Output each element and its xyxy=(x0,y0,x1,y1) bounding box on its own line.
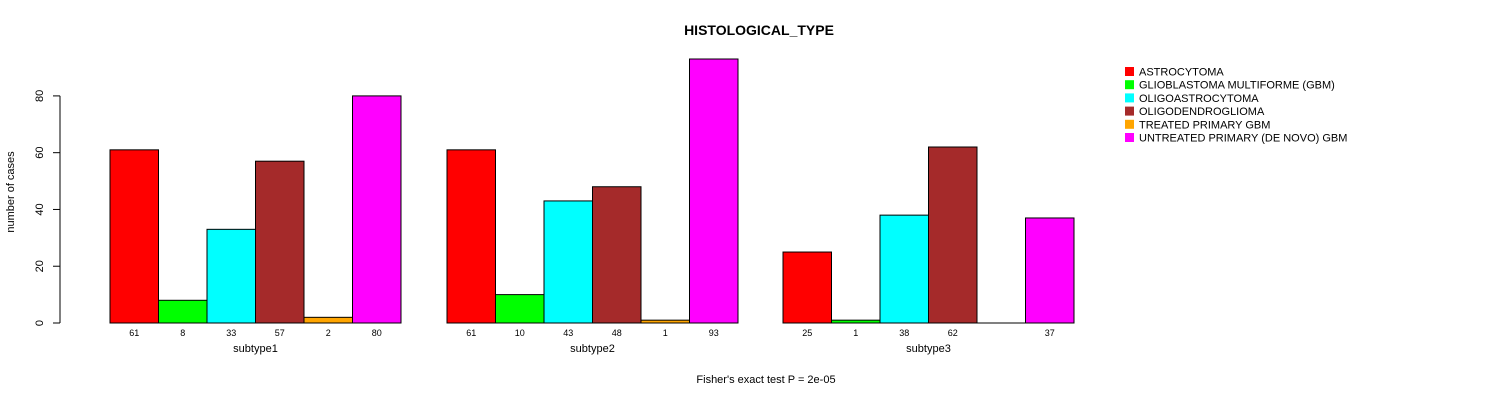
bar xyxy=(446,149,496,324)
bar xyxy=(206,228,256,324)
y-tick-label: 0 xyxy=(34,320,46,326)
legend-swatch xyxy=(1125,80,1134,90)
legend-swatch xyxy=(1125,67,1134,76)
legend-swatch xyxy=(1125,133,1134,142)
bar xyxy=(1025,217,1075,324)
bar xyxy=(352,95,402,324)
bars xyxy=(109,58,1075,324)
legend-swatch xyxy=(1125,93,1134,103)
bar xyxy=(543,200,593,324)
bar xyxy=(158,299,208,324)
bar xyxy=(782,251,832,324)
bar xyxy=(831,319,881,324)
legend-label: ASTROCYTOMA xyxy=(1139,67,1224,79)
y-tick-label: 40 xyxy=(34,203,46,215)
bar-value-label: 48 xyxy=(612,328,622,338)
legend-label: OLIGOASTROCYTOMA xyxy=(1139,93,1259,105)
bar-value-label: 57 xyxy=(275,328,285,338)
bar xyxy=(928,146,978,324)
bar xyxy=(109,149,159,324)
bar-value-label: 93 xyxy=(709,328,719,338)
bar-value-label: 1 xyxy=(853,328,858,338)
legend-swatch xyxy=(1125,106,1134,116)
bar-labels: 61 8 33 57 2 80 61 10 43 48 1 93 25 1 38 62 37 xyxy=(129,328,1055,338)
group-label: subtype2 xyxy=(570,343,615,355)
bar xyxy=(640,319,690,324)
bar xyxy=(879,214,929,324)
y-tick-label: 80 xyxy=(34,90,46,102)
footnote: Fisher's exact test P = 2e-05 xyxy=(696,374,835,386)
bar-value-label: 2 xyxy=(326,328,331,338)
legend-swatch xyxy=(1125,119,1134,129)
group-label: subtype1 xyxy=(233,343,278,355)
bar-value-label: 37 xyxy=(1045,328,1055,338)
y-axis-label: number of cases xyxy=(5,151,17,233)
bar xyxy=(303,316,353,324)
bar-value-label: 80 xyxy=(372,328,382,338)
bar-value-label: 25 xyxy=(802,328,812,338)
bar xyxy=(689,58,739,324)
bar-value-label: 8 xyxy=(180,328,185,338)
y-tick-label: 20 xyxy=(34,260,46,272)
bar xyxy=(495,294,545,324)
bar-value-label: 10 xyxy=(515,328,525,338)
bar-value-label: 61 xyxy=(129,328,139,338)
bar xyxy=(592,186,642,324)
bar-value-label: 43 xyxy=(563,328,573,338)
bar-value-label: 61 xyxy=(466,328,476,338)
legend-label: UNTREATED PRIMARY (DE NOVO) GBM xyxy=(1139,133,1347,145)
bar-value-label: 62 xyxy=(948,328,958,338)
legend-label: OLIGODENDROGLIOMA xyxy=(1139,106,1265,118)
chart-title: HISTOLOGICAL_TYPE xyxy=(684,22,834,38)
bar-value-label: 1 xyxy=(663,328,668,338)
bar-value-label: 33 xyxy=(226,328,236,338)
group-label: subtype3 xyxy=(906,343,951,355)
y-tick-label: 60 xyxy=(34,147,46,159)
bar-value-label: 38 xyxy=(899,328,909,338)
y-axis: 0 20 40 60 80 xyxy=(34,90,61,326)
group-labels: subtype1 subtype2 subtype3 xyxy=(233,343,951,355)
legend-label: TREATED PRIMARY GBM xyxy=(1139,119,1270,131)
legend-label: GLIOBLASTOMA MULTIFORME (GBM) xyxy=(1139,80,1335,92)
bar xyxy=(255,160,305,324)
